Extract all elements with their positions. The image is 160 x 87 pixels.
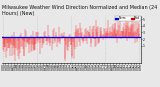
Text: Milwaukee Weather Wind Direction Normalized and Median (24 Hours) (New): Milwaukee Weather Wind Direction Normali… [2, 5, 157, 16]
Legend: Norm, Med: Norm, Med [115, 16, 140, 21]
